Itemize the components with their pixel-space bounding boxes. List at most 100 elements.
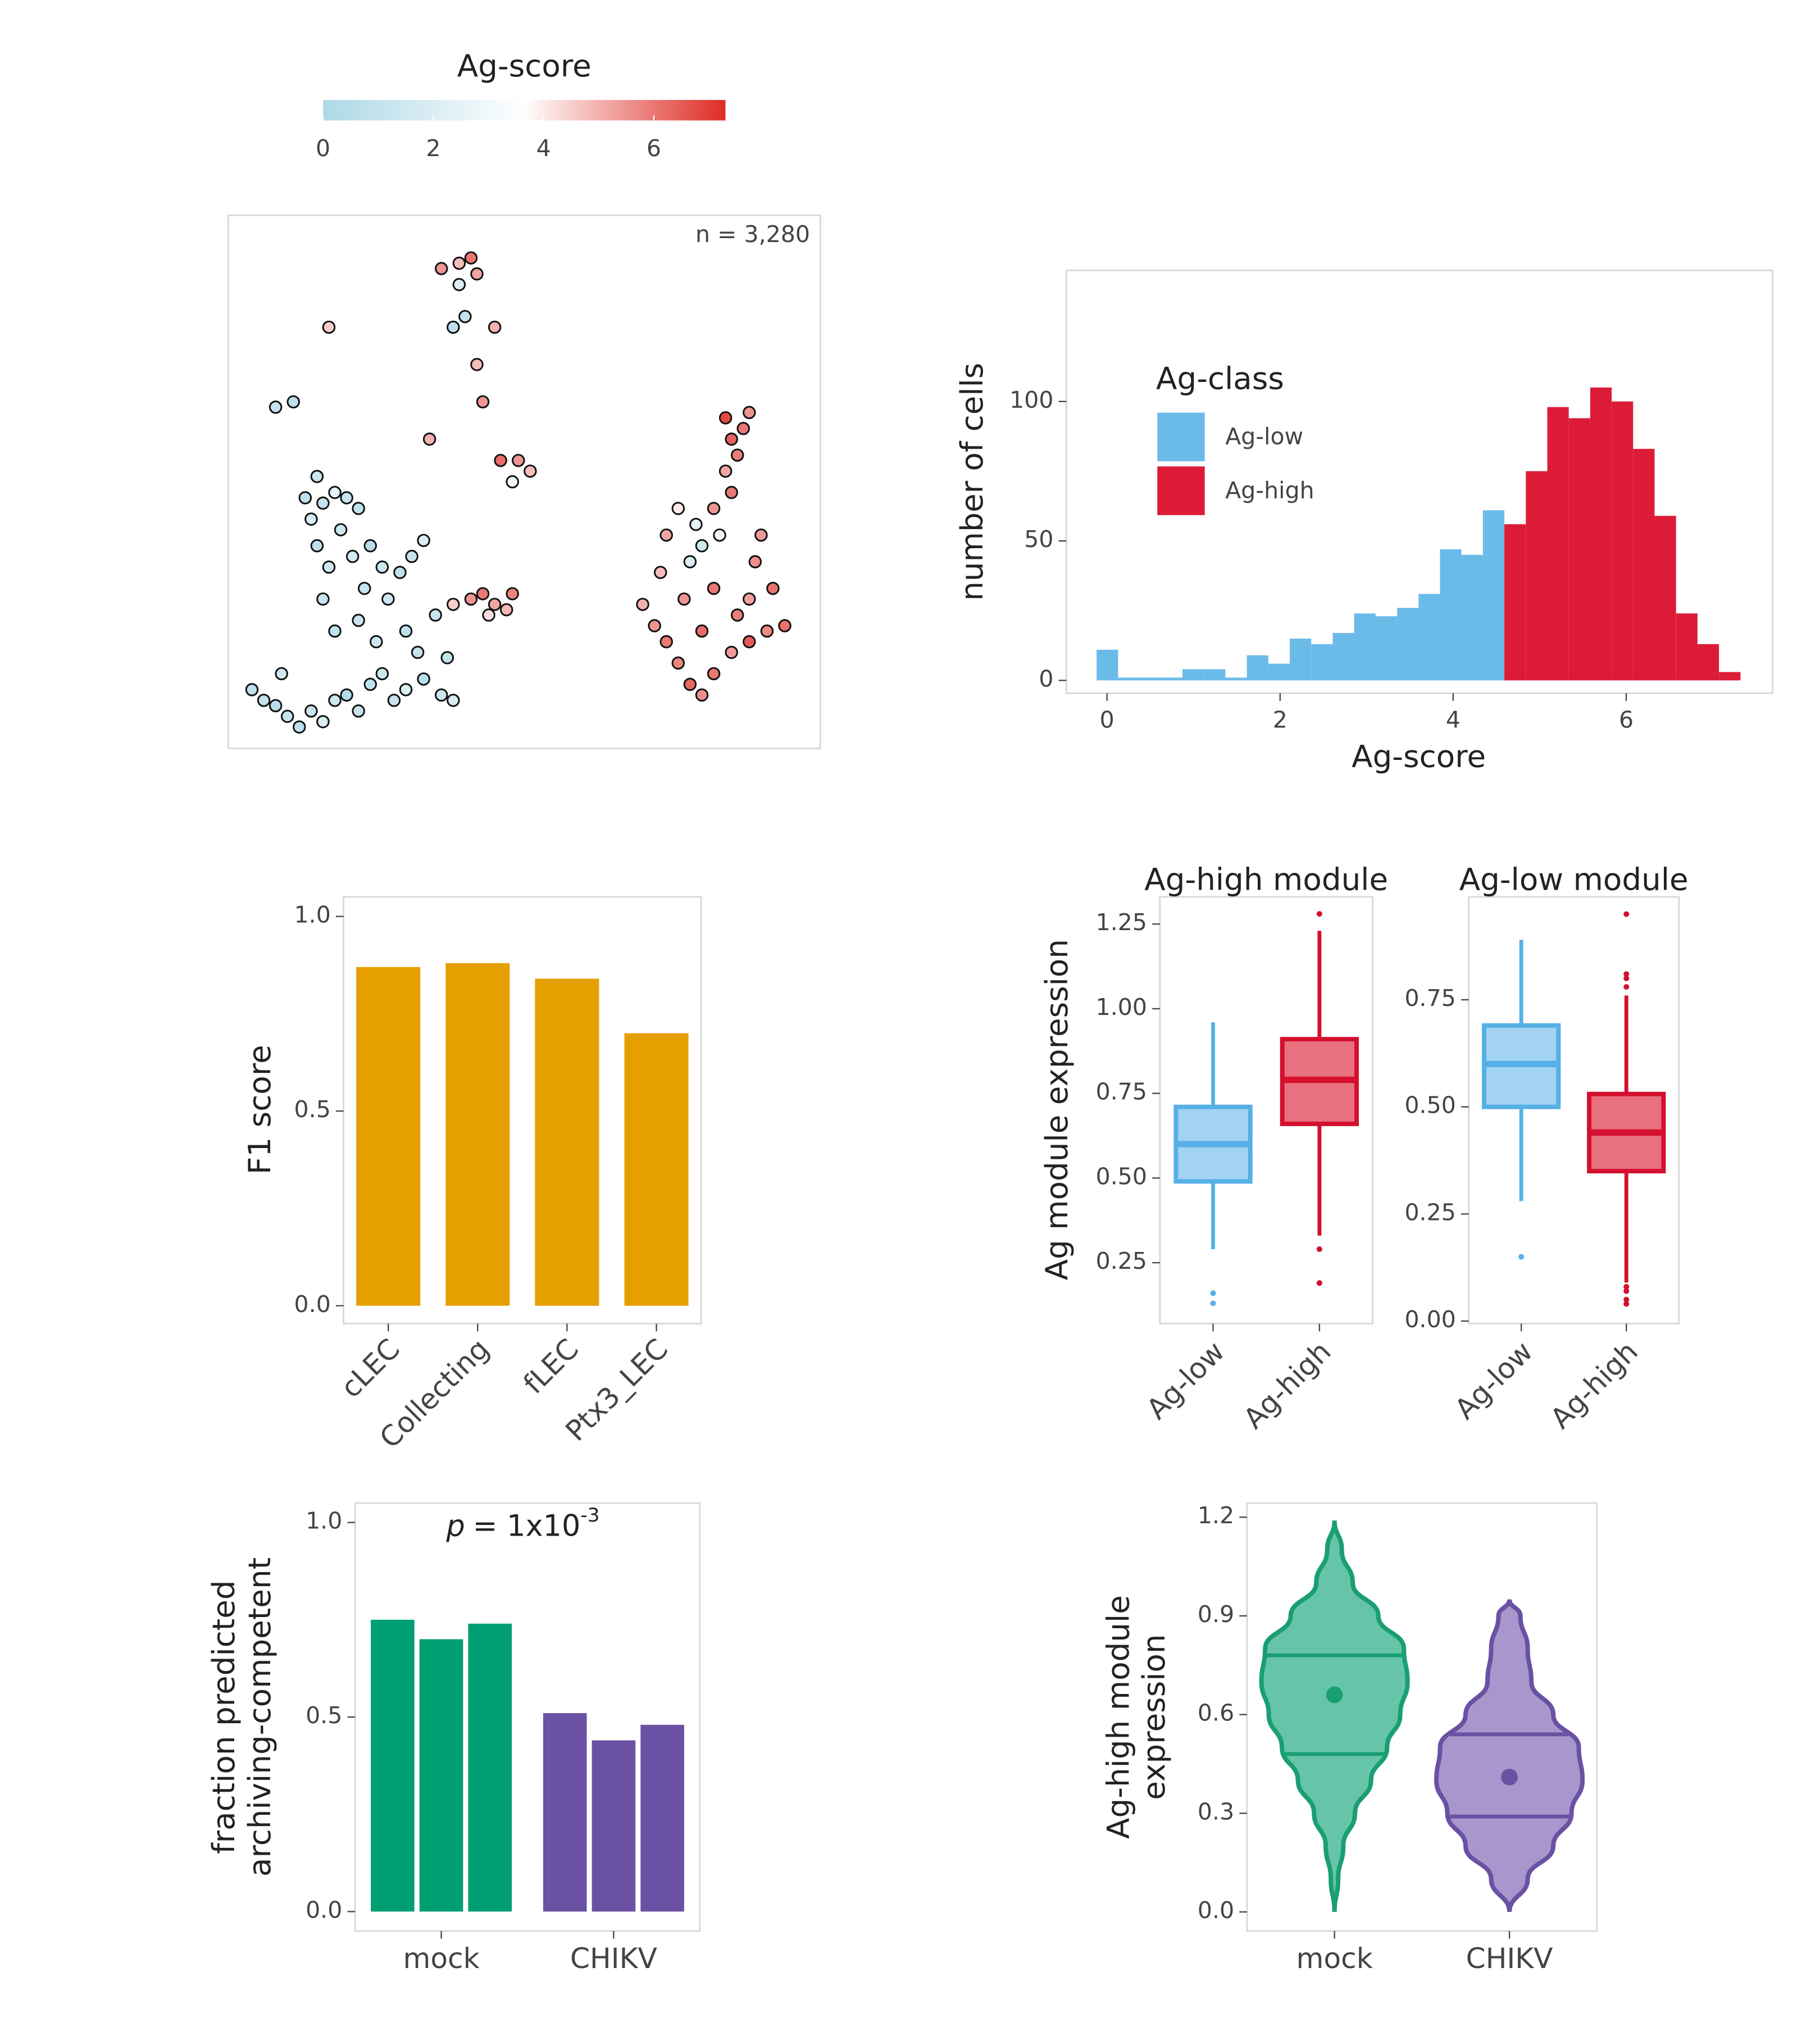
bar — [1161, 677, 1183, 681]
y-tick-label: 0 — [1039, 665, 1053, 692]
point — [760, 624, 774, 638]
point — [754, 528, 768, 542]
y-tick-label: 0.3 — [1198, 1798, 1234, 1825]
x-axis-title: Ag-score — [1352, 739, 1486, 775]
point — [334, 523, 348, 536]
y-tick-label: 1.0 — [294, 901, 331, 928]
bar — [468, 1623, 512, 1912]
point — [707, 502, 721, 515]
colorbar-tick-label: 0 — [316, 135, 330, 162]
point — [718, 464, 732, 478]
point — [322, 560, 336, 574]
point — [725, 486, 738, 499]
point — [748, 555, 762, 568]
point — [363, 677, 377, 691]
bar — [1590, 387, 1612, 681]
point — [328, 486, 342, 499]
y-tick-label: 0.75 — [1096, 1078, 1147, 1105]
point — [499, 603, 513, 617]
point — [689, 517, 703, 531]
point — [298, 491, 312, 505]
outlier — [1623, 1296, 1630, 1303]
point — [482, 608, 495, 622]
point — [435, 262, 448, 275]
outlier — [1623, 1288, 1630, 1294]
bar — [535, 978, 599, 1306]
y-tick-label: 0.0 — [294, 1291, 331, 1318]
point — [435, 688, 448, 702]
legend-label: Ag-low — [1225, 423, 1303, 450]
x-tick-label: Ag-high — [1237, 1335, 1337, 1435]
bar — [1268, 663, 1290, 681]
outlier — [1210, 1290, 1216, 1296]
annotation-text: = 1x10 — [473, 1509, 581, 1543]
point — [447, 320, 460, 334]
y-tick-label: 0.00 — [1404, 1306, 1455, 1333]
point — [464, 251, 478, 265]
legend-title: Ag-class — [1156, 361, 1284, 397]
point — [506, 475, 519, 489]
point — [695, 688, 709, 702]
bar — [419, 1639, 463, 1912]
annotation-symbol: p — [446, 1509, 465, 1543]
point — [417, 534, 430, 547]
bar — [1568, 418, 1590, 681]
point — [417, 672, 430, 686]
point — [245, 683, 259, 696]
point — [464, 592, 478, 606]
panel — [227, 214, 821, 749]
point — [387, 694, 401, 707]
point — [512, 454, 525, 467]
point — [370, 635, 383, 649]
point — [707, 581, 721, 595]
point — [269, 400, 283, 414]
y-tick-label: 100 — [1009, 386, 1053, 413]
bar — [371, 1619, 415, 1912]
violin — [1259, 1518, 1410, 1912]
point — [488, 598, 502, 611]
y-axis-title: archiving-competent — [242, 1558, 277, 1877]
bar — [1225, 677, 1247, 681]
point — [257, 694, 271, 707]
point — [357, 581, 371, 595]
bar — [1676, 613, 1698, 681]
point — [393, 566, 407, 579]
point — [730, 608, 744, 622]
bar — [624, 1033, 689, 1306]
point — [399, 683, 413, 696]
outlier — [1623, 1284, 1630, 1290]
bar — [1504, 524, 1526, 681]
point — [316, 715, 330, 728]
outlier — [1623, 984, 1630, 990]
x-tick-label: mock — [1296, 1942, 1373, 1975]
y-tick-label: 1.0 — [306, 1508, 342, 1534]
point — [659, 635, 674, 649]
point — [648, 619, 661, 632]
bar — [1697, 644, 1719, 681]
point — [286, 395, 301, 409]
point — [725, 645, 738, 659]
annotation: n = 3,280 — [695, 221, 810, 248]
bar — [1118, 677, 1140, 681]
point — [304, 512, 318, 526]
y-axis-title: number of cells — [954, 363, 990, 601]
point — [399, 624, 413, 638]
bar — [1612, 401, 1634, 681]
outlier — [1623, 911, 1630, 917]
point — [447, 694, 460, 707]
bar — [1440, 549, 1462, 681]
outlier — [1210, 1300, 1216, 1306]
y-tick-label: 0.0 — [1198, 1897, 1234, 1924]
x-tick-label: CHIKV — [1466, 1942, 1553, 1975]
y-axis-title: fraction predicted — [206, 1580, 242, 1854]
bar — [1182, 669, 1204, 681]
point — [524, 464, 537, 478]
point — [671, 656, 685, 670]
y-axis-title: F1 score — [242, 1045, 277, 1174]
legend-swatch — [1157, 466, 1205, 516]
point — [304, 704, 318, 718]
bar — [1332, 632, 1354, 681]
x-tick-label: CHIKV — [570, 1942, 657, 1975]
x-tick-label: mock — [403, 1942, 479, 1975]
point — [636, 598, 649, 611]
